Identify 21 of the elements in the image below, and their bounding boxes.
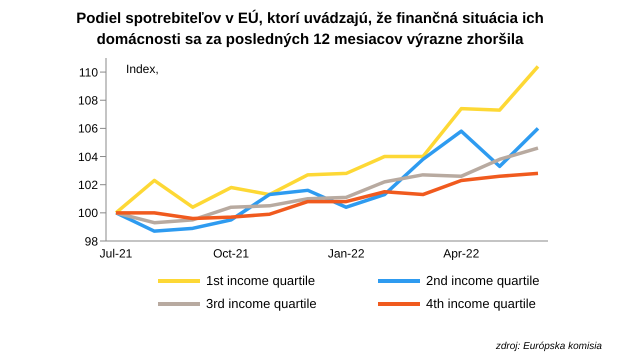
legend-label: 4th income quartile bbox=[426, 296, 536, 311]
line-series bbox=[114, 146, 540, 224]
line-series bbox=[114, 64, 540, 215]
y-tick-label: 108 bbox=[78, 93, 98, 108]
x-tick-label: Jul-21 bbox=[100, 246, 133, 261]
y-tick-label: 100 bbox=[78, 206, 98, 220]
y-tick-label: 106 bbox=[78, 122, 98, 136]
text: zdroj: Európska komisia bbox=[496, 341, 602, 352]
y-tick-label: 104 bbox=[78, 150, 98, 164]
y-tick-label: 98 bbox=[84, 234, 98, 248]
legend-label: 2nd income quartile bbox=[426, 273, 540, 288]
x-tick-label: Oct-21 bbox=[213, 246, 250, 261]
x-tick-label: Jan-22 bbox=[328, 246, 365, 261]
line-series bbox=[114, 172, 540, 220]
chart-title: Podiel spotrebiteľov v EÚ, ktorí uvádzajú, že finančná situácia ich domácnosti sa za posledných 12 mesiacov výrazne zhoršila bbox=[75, 8, 545, 50]
y-tick-label: 110 bbox=[78, 65, 98, 80]
legend-label: 1st income quartile bbox=[206, 273, 316, 288]
y-axis-title: Index, bbox=[126, 62, 159, 76]
legend-label: 3rd income quartile bbox=[206, 296, 317, 311]
x-tick-label: Apr-22 bbox=[443, 246, 480, 261]
y-tick-label: 102 bbox=[78, 178, 98, 192]
